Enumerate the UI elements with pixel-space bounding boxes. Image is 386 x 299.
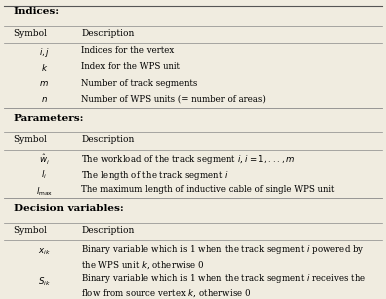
Text: Number of WPS units (= number of areas): Number of WPS units (= number of areas) — [81, 95, 266, 104]
Text: The maximum length of inductive cable of single WPS unit: The maximum length of inductive cable of… — [81, 185, 334, 194]
Text: Symbol: Symbol — [14, 226, 47, 235]
Text: $n$: $n$ — [41, 95, 48, 104]
Text: The workload of the track segment $i$, $i = 1, ..., m$: The workload of the track segment $i$, $… — [81, 153, 295, 166]
Text: Number of track segments: Number of track segments — [81, 79, 197, 88]
Text: $k$: $k$ — [41, 62, 48, 74]
Text: Indices for the vertex: Indices for the vertex — [81, 46, 174, 55]
Text: $S_{ik}$: $S_{ik}$ — [38, 276, 51, 288]
Text: Binary variable which is 1 when the track segment $i$ powered by
the WPS unit $k: Binary variable which is 1 when the trac… — [81, 243, 365, 271]
Text: $l_{\mathrm{max}}$: $l_{\mathrm{max}}$ — [36, 185, 53, 198]
Text: $x_{ik}$: $x_{ik}$ — [38, 247, 51, 257]
Text: Description: Description — [81, 226, 134, 235]
Text: $\hat{w}_i$: $\hat{w}_i$ — [39, 153, 50, 167]
Text: Description: Description — [81, 135, 134, 144]
Text: $m$: $m$ — [39, 79, 49, 88]
Text: Symbol: Symbol — [14, 135, 47, 144]
Text: Index for the WPS unit: Index for the WPS unit — [81, 62, 180, 71]
Text: Decision variables:: Decision variables: — [14, 204, 123, 213]
Text: Description: Description — [81, 29, 134, 38]
Text: Parameters:: Parameters: — [14, 114, 84, 123]
Text: Indices:: Indices: — [14, 7, 59, 16]
Text: Binary variable which is 1 when the track segment $i$ receives the
flow from sou: Binary variable which is 1 when the trac… — [81, 272, 366, 299]
Text: $l_i$: $l_i$ — [41, 169, 47, 181]
Text: The length of the track segment $i$: The length of the track segment $i$ — [81, 169, 229, 182]
Text: Symbol: Symbol — [14, 29, 47, 38]
Text: $i, j$: $i, j$ — [39, 46, 50, 59]
